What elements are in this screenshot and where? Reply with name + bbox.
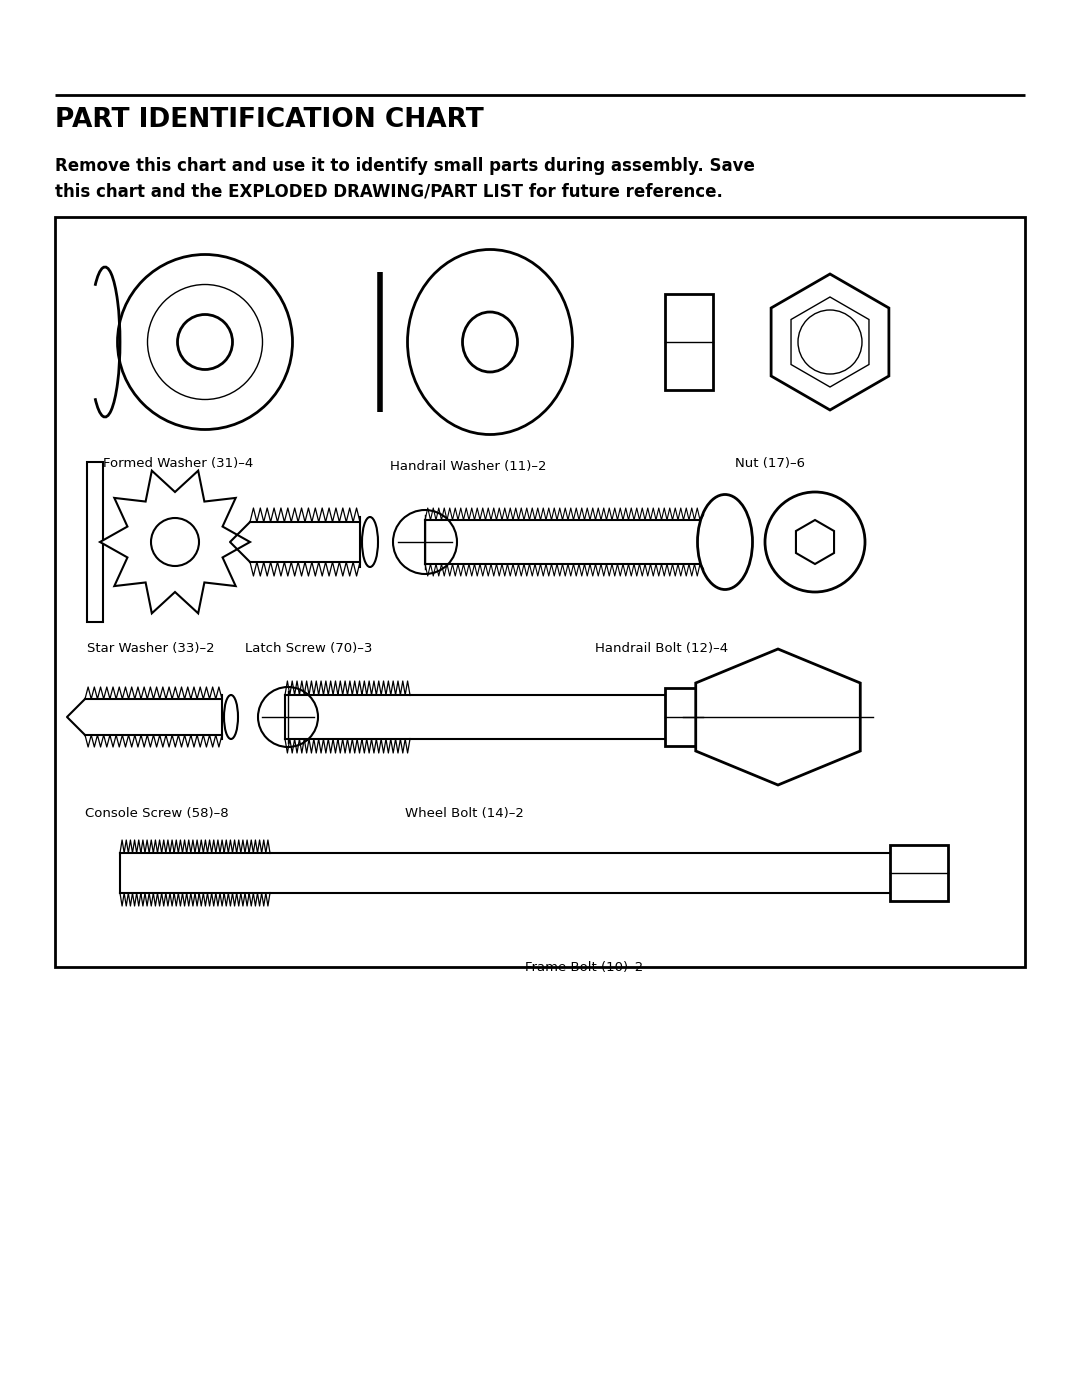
Polygon shape	[771, 274, 889, 409]
Polygon shape	[100, 471, 249, 613]
Text: PART IDENTIFICATION CHART: PART IDENTIFICATION CHART	[55, 108, 484, 133]
Circle shape	[765, 492, 865, 592]
Text: Star Washer (33)–2: Star Washer (33)–2	[87, 643, 215, 655]
Polygon shape	[696, 650, 861, 785]
Ellipse shape	[698, 495, 753, 590]
Text: Handrail Bolt (12)–4: Handrail Bolt (12)–4	[595, 643, 728, 655]
Text: Frame Bolt (10)–2: Frame Bolt (10)–2	[525, 961, 644, 974]
Ellipse shape	[224, 694, 238, 739]
Text: Nut (17)–6: Nut (17)–6	[735, 457, 805, 469]
Bar	[55, 217, 1025, 967]
Text: Wheel Bolt (14)–2: Wheel Bolt (14)–2	[405, 807, 524, 820]
Text: Console Screw (58)–8: Console Screw (58)–8	[85, 807, 229, 820]
Text: Latch Screw (70)–3: Latch Screw (70)–3	[245, 643, 373, 655]
Bar	[87, 462, 103, 622]
Text: this chart and the EXPLODED DRAWING/PART LIST for future reference.: this chart and the EXPLODED DRAWING/PART…	[55, 182, 723, 200]
Text: Formed Washer (31)–4: Formed Washer (31)–4	[103, 457, 253, 469]
Bar	[665, 293, 713, 390]
Ellipse shape	[362, 517, 378, 567]
Bar	[890, 845, 948, 901]
Text: Handrail Washer (11)–2: Handrail Washer (11)–2	[390, 460, 546, 474]
Bar	[665, 687, 703, 746]
Text: Remove this chart and use it to identify small parts during assembly. Save: Remove this chart and use it to identify…	[55, 156, 755, 175]
